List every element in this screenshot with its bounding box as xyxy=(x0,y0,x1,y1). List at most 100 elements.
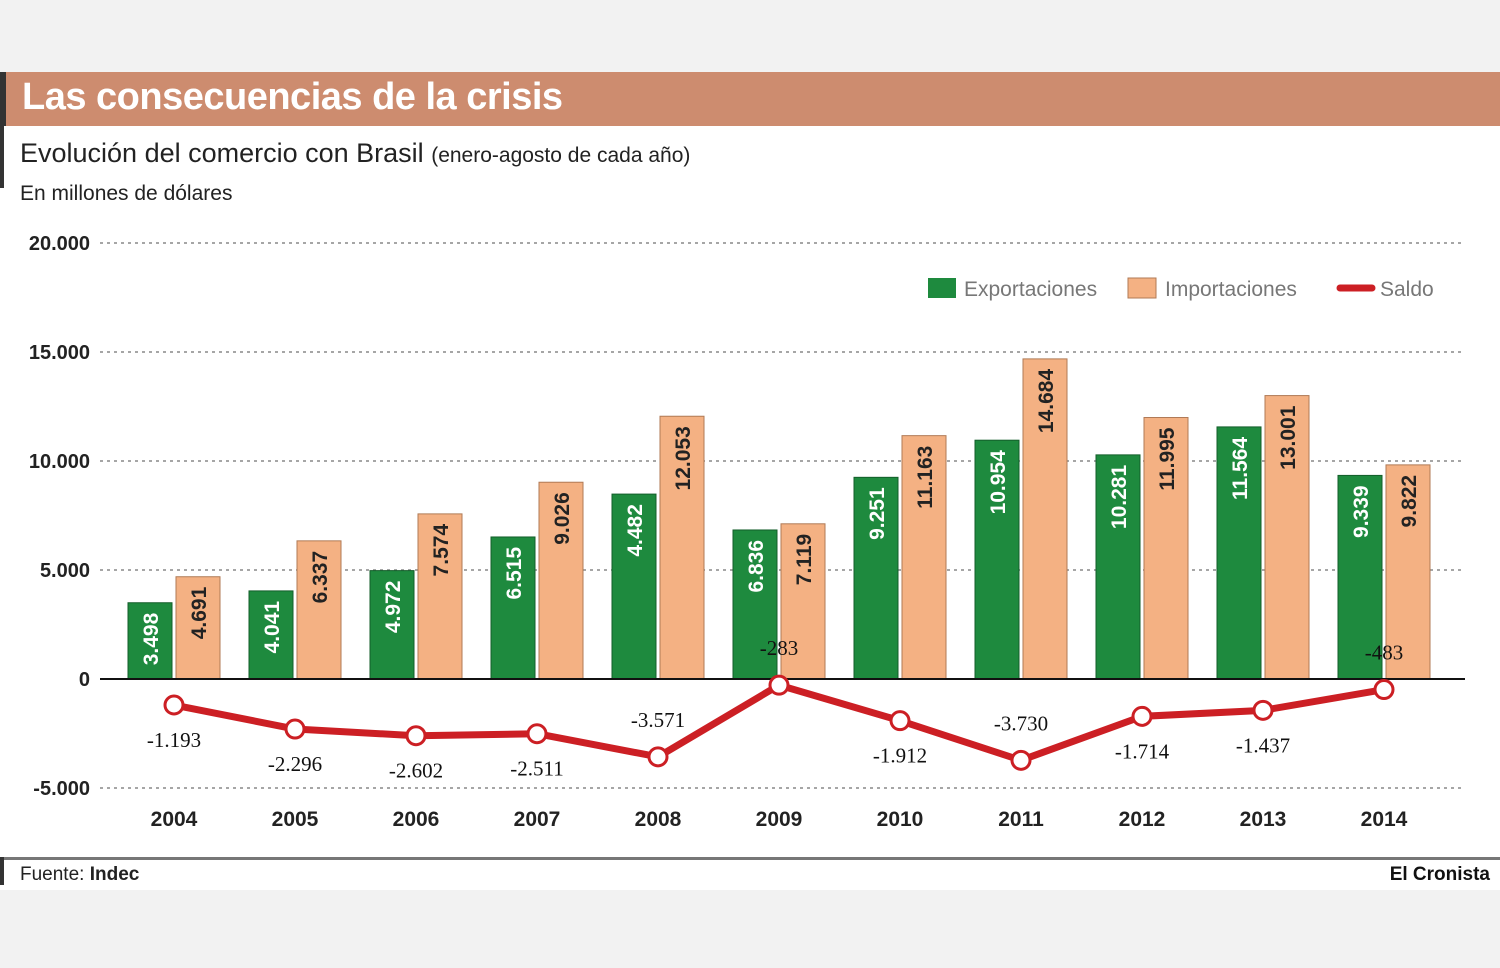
x-tick-label: 2010 xyxy=(877,808,924,831)
x-tick-label: 2005 xyxy=(272,808,319,831)
saldo-point xyxy=(1373,679,1395,701)
legend-swatch-exportaciones xyxy=(928,278,956,298)
saldo-line xyxy=(173,681,1385,764)
bar-importaciones xyxy=(1385,464,1431,680)
bar-label-importaciones: 12.053 xyxy=(672,426,695,490)
saldo-label: -483 xyxy=(1365,641,1404,665)
y-tick-label: 10.000 xyxy=(29,451,90,473)
bar-importaciones xyxy=(1022,358,1068,680)
saldo-point xyxy=(1010,749,1032,771)
source-value: Indec xyxy=(89,864,140,885)
bar-importaciones xyxy=(1143,417,1189,680)
bar-importaciones xyxy=(780,523,826,680)
bar-label-exportaciones: 4.972 xyxy=(382,581,405,634)
saldo-label: -1.714 xyxy=(1115,739,1170,763)
source-label: Fuente: xyxy=(20,864,85,885)
left-accent-rule xyxy=(0,126,4,188)
x-tick-label: 2007 xyxy=(514,808,561,831)
bar-label-exportaciones: 3.498 xyxy=(140,612,163,665)
saldo-label: -1.193 xyxy=(147,728,201,752)
legend-label-saldo: Saldo xyxy=(1380,278,1434,301)
bar-exportaciones xyxy=(369,570,415,680)
bar-label-exportaciones: 4.041 xyxy=(261,601,284,654)
bar-exportaciones xyxy=(974,439,1020,680)
footer-accent xyxy=(0,857,4,885)
units-label: En millones de dólares xyxy=(20,182,233,205)
bar-exportaciones xyxy=(853,476,899,680)
saldo-label: -1.912 xyxy=(873,744,927,768)
y-tick-label: 20.000 xyxy=(29,233,90,255)
saldo-point xyxy=(768,674,790,696)
bar-label-importaciones: 14.684 xyxy=(1035,369,1058,434)
bar-label-importaciones: 13.001 xyxy=(1277,405,1300,470)
x-tick-label: 2014 xyxy=(1361,808,1408,831)
saldo-label: -2.511 xyxy=(510,757,563,781)
bar-importaciones xyxy=(659,415,705,680)
saldo-point xyxy=(1131,705,1153,727)
bar-exportaciones xyxy=(248,590,294,680)
source-note: Fuente: Indec xyxy=(20,864,139,886)
bar-importaciones xyxy=(901,435,947,680)
saldo-label: -3.571 xyxy=(631,708,685,732)
x-tick-label: 2004 xyxy=(151,808,198,831)
subtitle-note: (enero-agosto de cada año) xyxy=(431,144,691,167)
bar-exportaciones xyxy=(127,602,173,680)
bar-label-exportaciones: 4.482 xyxy=(624,504,647,557)
x-tick-label: 2006 xyxy=(393,808,440,831)
bar-label-importaciones: 7.574 xyxy=(430,524,453,577)
bar-label-exportaciones: 11.564 xyxy=(1229,437,1252,500)
y-tick-label: 5.000 xyxy=(40,560,90,582)
y-tick-label: 15.000 xyxy=(29,342,90,364)
bar-exportaciones xyxy=(490,536,536,680)
bar-exportaciones xyxy=(732,529,778,680)
brand-logo: El Cronista xyxy=(1389,864,1490,885)
saldo-point xyxy=(526,723,548,745)
legend-swatch-importaciones xyxy=(1127,277,1157,299)
bar-exportaciones xyxy=(1337,474,1383,680)
saldo-label: -2.296 xyxy=(268,752,322,776)
legend-label-exportaciones: Exportaciones xyxy=(964,278,1097,301)
bar-label-importaciones: 7.119 xyxy=(793,534,816,585)
bar-label-importaciones: 4.691 xyxy=(188,586,211,639)
page-title: Las consecuencias de la crisis xyxy=(22,76,563,118)
x-tick-label: 2012 xyxy=(1119,808,1166,831)
bar-exportaciones xyxy=(611,493,657,680)
bar-label-importaciones: 11.995 xyxy=(1156,427,1179,490)
bar-exportaciones xyxy=(1095,454,1141,680)
saldo-label: -2.602 xyxy=(389,759,443,783)
bar-label-exportaciones: 6.515 xyxy=(503,547,526,600)
saldo-label: -1.437 xyxy=(1236,733,1290,757)
bar-label-exportaciones: 10.281 xyxy=(1108,465,1131,530)
y-tick-label: -5.000 xyxy=(33,778,90,800)
y-tick-label: 0 xyxy=(79,669,90,691)
bar-label-exportaciones: 6.836 xyxy=(745,540,768,593)
x-tick-label: 2011 xyxy=(998,808,1044,831)
saldo-point xyxy=(647,746,669,768)
bar-label-exportaciones: 9.339 xyxy=(1350,485,1373,538)
saldo-label: -283 xyxy=(760,636,799,660)
bar-label-importaciones: 6.337 xyxy=(309,551,332,604)
saldo-point xyxy=(405,725,427,747)
bar-importaciones xyxy=(417,513,463,680)
footer-rule xyxy=(0,857,1500,860)
title-banner: Las consecuencias de la crisis xyxy=(0,72,1500,126)
subtitle-text: Evolución del comercio con Brasil xyxy=(20,138,424,168)
x-tick-label: 2008 xyxy=(635,808,682,831)
saldo-point xyxy=(284,718,306,740)
saldo-point xyxy=(889,710,911,732)
bar-label-importaciones: 11.163 xyxy=(914,446,937,509)
x-tick-label: 2009 xyxy=(756,808,803,831)
bar-importaciones xyxy=(1264,395,1310,680)
legend-label-importaciones: Importaciones xyxy=(1165,278,1297,301)
x-tick-label: 2013 xyxy=(1240,808,1287,831)
bar-label-importaciones: 9.026 xyxy=(551,492,574,545)
saldo-point xyxy=(1252,699,1274,721)
bar-exportaciones xyxy=(1216,426,1262,680)
bar-label-importaciones: 9.822 xyxy=(1398,475,1421,528)
saldo-point xyxy=(163,694,185,716)
bar-label-exportaciones: 9.251 xyxy=(866,487,889,540)
saldo-label: -3.730 xyxy=(994,711,1048,735)
bar-label-exportaciones: 10.954 xyxy=(987,450,1010,515)
chart-subtitle: Evolución del comercio con Brasil (enero… xyxy=(20,138,690,169)
